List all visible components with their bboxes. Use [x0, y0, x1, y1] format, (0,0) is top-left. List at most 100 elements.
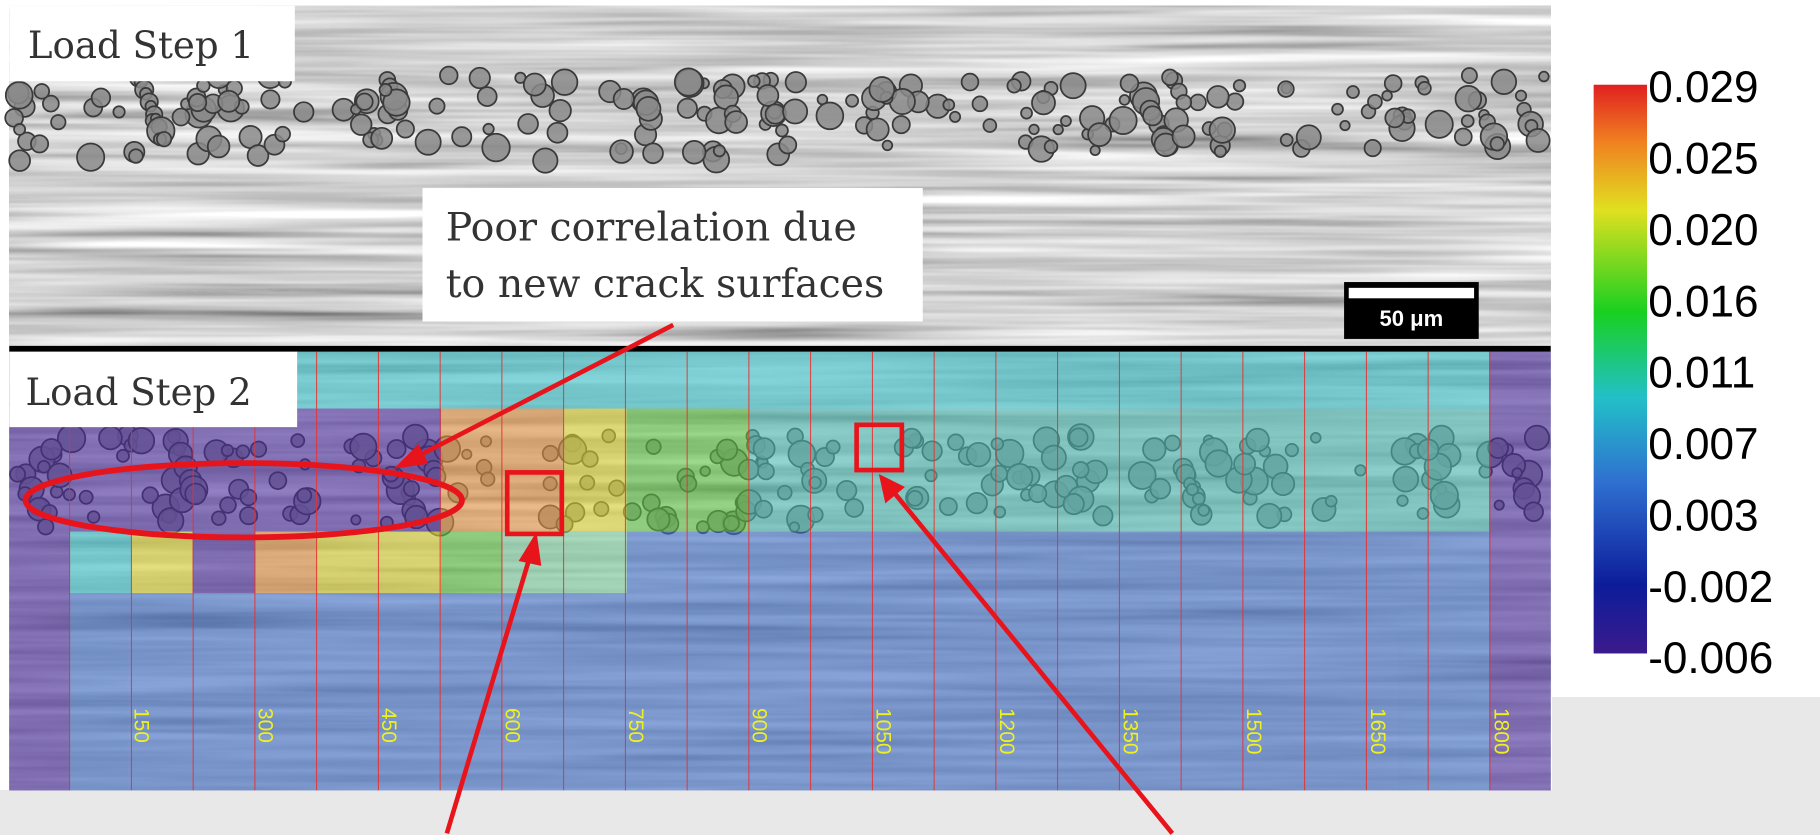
- fiber: [34, 84, 49, 99]
- fiber: [1516, 91, 1526, 101]
- colorbar-tick-label: 0.025: [1648, 135, 1758, 184]
- fiber: [636, 97, 660, 121]
- fiber: [610, 140, 633, 163]
- colorbar: [1594, 85, 1647, 654]
- fiber: [1368, 95, 1382, 109]
- x-label: 1800: [1489, 708, 1512, 754]
- fiber: [786, 72, 806, 92]
- fiber: [1492, 69, 1517, 94]
- fiber: [470, 68, 490, 88]
- fiber: [549, 100, 570, 121]
- fiber: [173, 109, 190, 126]
- strain-patch: [627, 409, 749, 532]
- fiber: [757, 85, 778, 106]
- x-label: 600: [500, 708, 523, 743]
- strain-patch: [9, 532, 69, 791]
- fiber: [157, 132, 171, 146]
- colorbar-tick-label: -0.002: [1648, 563, 1773, 612]
- fiber: [552, 69, 578, 95]
- fiber: [678, 99, 697, 118]
- fiber: [779, 136, 796, 153]
- x-label: 1650: [1366, 708, 1389, 754]
- strain-patch: [131, 532, 193, 594]
- fiber: [1176, 95, 1191, 110]
- fiber: [643, 143, 663, 163]
- x-label: 1200: [995, 708, 1018, 754]
- fiber: [1120, 95, 1130, 105]
- fiber: [1526, 129, 1549, 152]
- fiber: [197, 79, 210, 92]
- fiber: [416, 130, 441, 155]
- x-label: 900: [748, 708, 771, 743]
- fiber: [77, 144, 104, 171]
- fiber: [1143, 106, 1162, 125]
- fiber: [294, 102, 314, 122]
- fiber: [371, 128, 392, 149]
- scale-bar: [1349, 288, 1474, 298]
- panel-label: Load Step 1: [28, 24, 254, 67]
- fiber: [31, 135, 48, 152]
- fiber: [1332, 104, 1343, 115]
- strain-patch: [296, 352, 1489, 409]
- fiber: [962, 74, 979, 91]
- fiber: [725, 111, 747, 133]
- fiber: [714, 145, 725, 156]
- fiber: [1032, 91, 1055, 114]
- fiber: [1029, 125, 1039, 135]
- strain-patch: [317, 532, 441, 594]
- fiber: [846, 95, 858, 107]
- fiber: [483, 124, 493, 134]
- fiber: [1210, 117, 1235, 142]
- fiber: [113, 106, 124, 117]
- fiber: [1061, 73, 1086, 98]
- fiber: [440, 67, 458, 85]
- fiber: [275, 127, 290, 142]
- strain-patch: [193, 532, 256, 594]
- panel-label: Load Step 2: [26, 371, 252, 414]
- fiber: [518, 114, 538, 134]
- fiber: [1281, 134, 1293, 146]
- fiber: [1088, 123, 1111, 146]
- fiber: [943, 99, 954, 110]
- fiber: [1347, 86, 1359, 98]
- fiber: [1455, 86, 1481, 112]
- divider: [9, 346, 1550, 352]
- colorbar-tick-label: 0.029: [1648, 63, 1758, 112]
- figure: 1503004506007509001050120013501500165018…: [0, 0, 1820, 835]
- fiber: [1455, 128, 1472, 145]
- fiber: [429, 99, 444, 114]
- footer-band: [1552, 697, 1820, 835]
- fiber: [1007, 79, 1020, 92]
- fiber: [356, 93, 372, 109]
- fiber: [748, 75, 760, 87]
- fiber: [867, 118, 889, 140]
- fiber: [893, 116, 910, 133]
- fiber: [675, 68, 702, 95]
- fiber: [1462, 68, 1477, 83]
- fiber: [1539, 72, 1549, 82]
- fiber: [51, 115, 65, 129]
- fiber: [92, 89, 111, 108]
- x-label: 150: [130, 708, 153, 743]
- x-label: 450: [377, 708, 400, 743]
- fiber: [261, 90, 279, 108]
- annotation-line: to new crack surfaces: [446, 261, 885, 307]
- colorbar-tick-label: 0.007: [1648, 420, 1758, 469]
- x-label: 300: [253, 708, 276, 743]
- fiber: [1162, 70, 1178, 86]
- fiber: [1278, 81, 1294, 97]
- fiber: [1297, 125, 1321, 149]
- fiber: [397, 120, 414, 137]
- fiber: [1061, 116, 1071, 126]
- fiber: [351, 114, 372, 135]
- fiber: [1045, 140, 1058, 153]
- page: Load Step strain map {"panels":{"top":{"…: [0, 0, 1820, 835]
- colorbar-ticks: 0.0290.0250.0200.0160.0110.0070.003-0.00…: [1648, 63, 1773, 683]
- fiber: [869, 77, 894, 102]
- x-label: 1500: [1242, 708, 1265, 754]
- colorbar-tick-label: 0.003: [1648, 491, 1758, 540]
- fiber: [1053, 125, 1063, 135]
- fiber: [783, 99, 807, 123]
- strain-patch: [441, 532, 503, 594]
- fiber: [776, 125, 788, 137]
